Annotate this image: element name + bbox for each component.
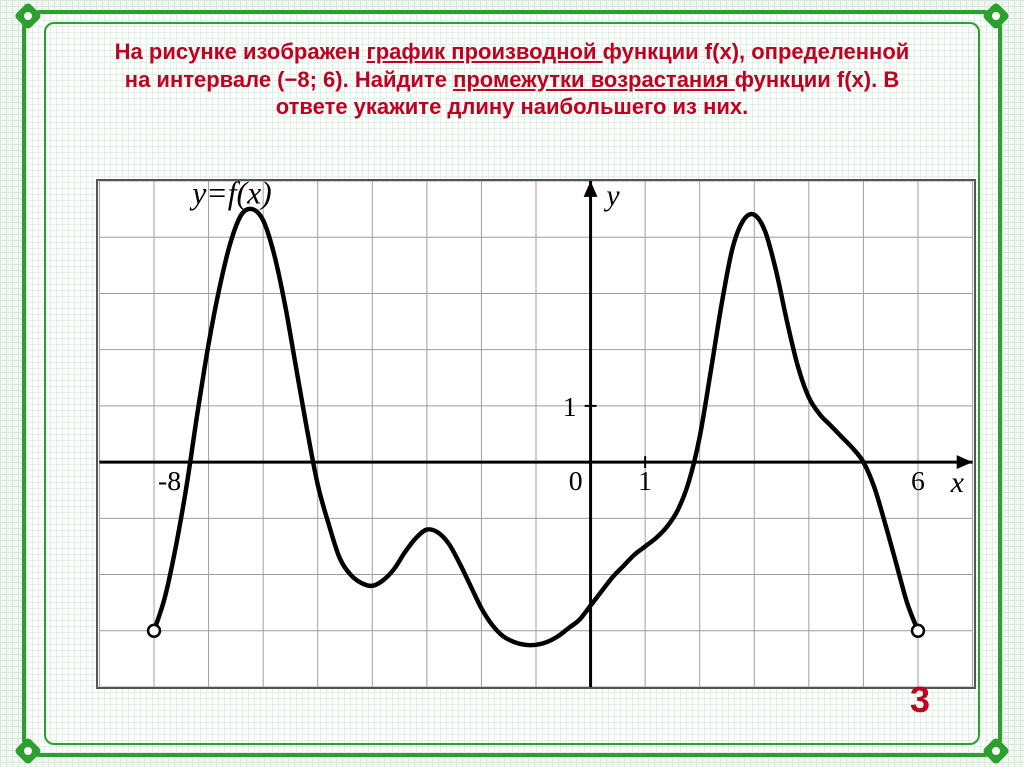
derivative-chart: -8 0 1 6 1 x y y=f(x) xyxy=(96,179,976,689)
outer-frame: На рисунке изображен график производной … xyxy=(22,10,1002,757)
corner-decoration xyxy=(982,2,1010,30)
svg-text:6: 6 xyxy=(911,466,925,497)
svg-text:x: x xyxy=(950,466,964,499)
svg-text:y: y xyxy=(603,181,620,212)
answer-value: 3 xyxy=(910,679,930,721)
inner-frame: На рисунке изображен график производной … xyxy=(44,22,980,745)
svg-text:-8: -8 xyxy=(158,466,181,497)
question-title: На рисунке изображен график производной … xyxy=(46,24,978,129)
svg-text:y=f(x): y=f(x) xyxy=(189,181,272,210)
corner-decoration xyxy=(14,737,42,765)
corner-decoration xyxy=(14,2,42,30)
svg-text:1: 1 xyxy=(563,392,577,423)
corner-decoration xyxy=(982,737,1010,765)
svg-text:0: 0 xyxy=(569,466,583,497)
chart-svg: -8 0 1 6 1 x y y=f(x) xyxy=(98,181,974,687)
svg-text:1: 1 xyxy=(638,466,652,497)
